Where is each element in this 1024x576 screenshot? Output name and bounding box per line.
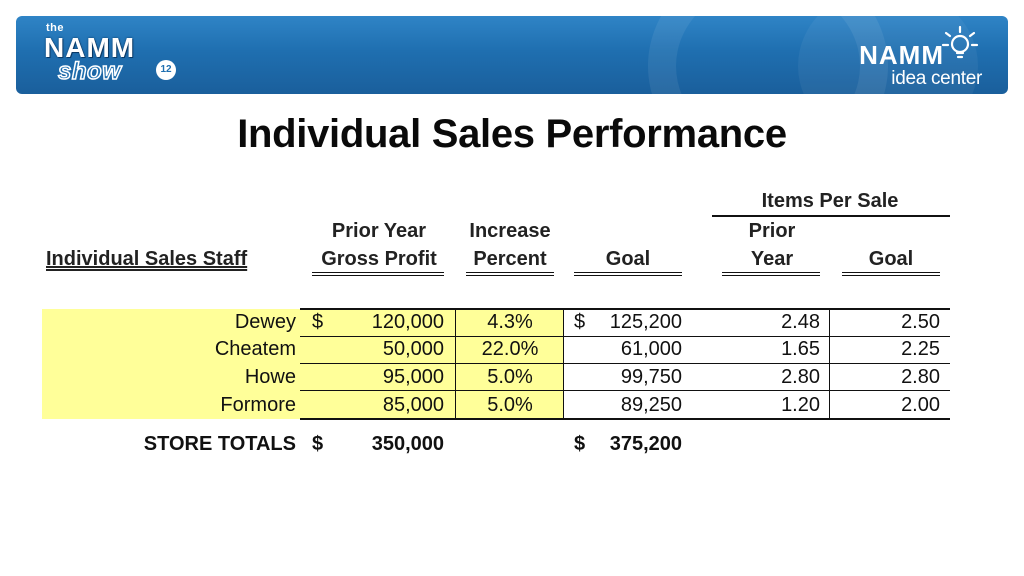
increase-value: 5.0% bbox=[487, 394, 533, 416]
header-increase: Increase bbox=[469, 220, 551, 242]
highlight-band bbox=[42, 309, 564, 419]
namm-idea-center-logo: NAMM idea center bbox=[818, 22, 988, 92]
header-goal: Goal bbox=[605, 248, 651, 270]
goal-value: 99,750 bbox=[620, 366, 682, 388]
header-gross-profit: Gross Profit bbox=[321, 248, 437, 270]
grid-top bbox=[300, 308, 950, 310]
staff-name: Dewey bbox=[234, 311, 296, 333]
grid-row bbox=[300, 390, 950, 391]
totals-gross-profit: 350,000 bbox=[371, 433, 444, 455]
ips-prior-value: 2.48 bbox=[781, 311, 820, 333]
header-items-per-sale: Items Per Sale bbox=[761, 190, 899, 212]
header-ips-prior: Prior bbox=[748, 220, 796, 242]
currency-sign: $ bbox=[312, 311, 324, 333]
logo-the-text: the bbox=[46, 22, 64, 34]
gross-profit-value: 95,000 bbox=[382, 366, 444, 388]
header-banner: the NAMM show 12 NAMM idea center bbox=[16, 16, 1008, 94]
staff-name: Howe bbox=[244, 366, 296, 388]
increase-value: 22.0% bbox=[481, 338, 539, 360]
header-double-rule bbox=[722, 275, 820, 276]
logo-idea-center-text: idea center bbox=[891, 68, 982, 89]
header-double-rule bbox=[466, 275, 554, 276]
grid-col bbox=[455, 308, 456, 420]
header-double-rule bbox=[574, 272, 682, 273]
staff-name: Formore bbox=[220, 394, 296, 416]
currency-sign: $ bbox=[574, 311, 586, 333]
ips-prior-value: 2.80 bbox=[781, 366, 820, 388]
grid-bottom bbox=[300, 418, 950, 420]
goal-value: 125,200 bbox=[609, 311, 682, 333]
header-double-rule bbox=[466, 272, 554, 273]
logo-year-badge: 12 bbox=[156, 60, 176, 80]
ips-goal-value: 2.50 bbox=[901, 311, 940, 333]
header-double-rule bbox=[312, 272, 444, 273]
header-double-rule bbox=[574, 275, 682, 276]
gross-profit-value: 50,000 bbox=[382, 338, 444, 360]
group-header-rule bbox=[712, 215, 950, 217]
logo-namm-text: NAMM bbox=[859, 40, 944, 70]
header-double-rule bbox=[842, 272, 940, 273]
ips-goal-value: 2.25 bbox=[901, 338, 940, 360]
logo-show-text: show bbox=[57, 57, 122, 86]
header-ips-year: Year bbox=[750, 248, 794, 270]
header-ips-goal: Goal bbox=[868, 248, 914, 270]
page-title: Individual Sales Performance bbox=[237, 112, 787, 156]
gross-profit-value: 120,000 bbox=[371, 311, 444, 333]
header-double-rule bbox=[312, 275, 444, 276]
grid-col bbox=[563, 308, 564, 420]
ips-prior-value: 1.20 bbox=[781, 394, 820, 416]
header-staff: Individual Sales Staff bbox=[46, 248, 248, 270]
namm-show-logo: the NAMM show 12 bbox=[42, 20, 182, 92]
totals-goal: 375,200 bbox=[609, 433, 682, 455]
grid-row bbox=[300, 363, 950, 364]
ips-prior-value: 1.65 bbox=[781, 338, 820, 360]
gross-profit-value: 85,000 bbox=[382, 394, 444, 416]
totals-label: STORE TOTALS bbox=[143, 433, 296, 455]
header-double-rule bbox=[842, 275, 940, 276]
goal-value: 89,250 bbox=[620, 394, 682, 416]
logo-namm-text: NAMM bbox=[44, 32, 136, 63]
increase-value: 4.3% bbox=[487, 311, 533, 333]
lightbulb-icon bbox=[941, 25, 979, 59]
ips-goal-value: 2.80 bbox=[901, 366, 940, 388]
goal-value: 61,000 bbox=[620, 338, 682, 360]
currency-sign: $ bbox=[312, 433, 324, 455]
grid-col bbox=[829, 308, 830, 420]
banner-swoosh bbox=[798, 16, 978, 94]
ips-goal-value: 2.00 bbox=[901, 394, 940, 416]
header-double-rule bbox=[722, 272, 820, 273]
increase-value: 5.0% bbox=[487, 366, 533, 388]
staff-name: Cheatem bbox=[214, 338, 296, 360]
currency-sign: $ bbox=[574, 433, 586, 455]
header-percent: Percent bbox=[473, 248, 547, 270]
grid-row bbox=[300, 336, 950, 337]
header-prior-year: Prior Year bbox=[331, 220, 427, 242]
